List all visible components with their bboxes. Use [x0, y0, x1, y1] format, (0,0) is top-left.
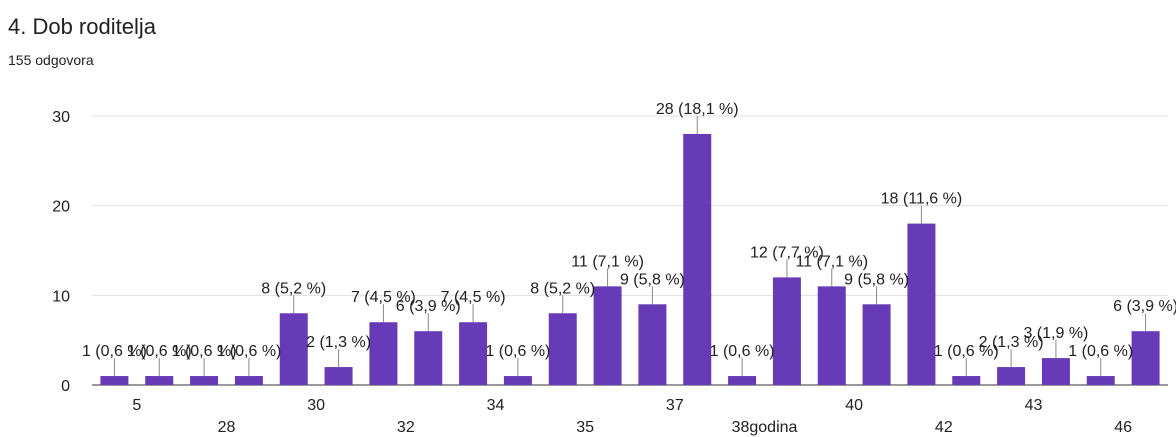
y-tick-label: 20 [52, 199, 70, 216]
data-label: 9 (5,8 %) [844, 271, 909, 288]
x-tick-label: 28 [218, 419, 236, 436]
bar [638, 304, 667, 385]
x-tick-label: 40 [845, 397, 863, 414]
data-label: 28 (18,1 %) [656, 101, 739, 118]
bar [1086, 376, 1115, 385]
data-label: 2 (1,3 %) [306, 334, 371, 351]
bars [100, 133, 1160, 385]
gridlines [92, 115, 1168, 386]
data-label: 1 (0,6 %) [934, 343, 999, 360]
data-label: 18 (11,6 %) [881, 191, 963, 208]
data-label: 1 (0,6 %) [710, 343, 775, 360]
bar [952, 376, 981, 385]
data-label: 1 (0,6 %) [127, 343, 192, 360]
y-tick-label: 10 [52, 288, 70, 305]
chart-title: 4. Dob roditelja [8, 14, 156, 39]
bar [234, 376, 263, 385]
data-label: 7 (4,5 %) [441, 289, 506, 306]
response-count: 155 odgovora [8, 52, 94, 68]
data-label: 11 (7,1 %) [795, 253, 868, 270]
x-tick-label: 46 [1114, 419, 1132, 436]
data-label: 8 (5,2 %) [261, 280, 326, 297]
data-label: 1 (0,6 %) [82, 343, 147, 360]
data-label: 6 (3,9 %) [1113, 298, 1176, 315]
bar [324, 367, 353, 385]
bar [593, 286, 622, 385]
data-label: 11 (7,1 %) [571, 253, 644, 270]
x-tick-label: 35 [576, 419, 594, 436]
bar [548, 313, 577, 385]
y-axis-ticks: 0 10 20 30 [52, 109, 70, 395]
bar [100, 376, 129, 385]
data-label: 7 (4,5 %) [351, 289, 416, 306]
x-tick-label: 30 [307, 397, 325, 414]
bar [279, 313, 308, 385]
bar [190, 376, 219, 385]
data-label: 8 (5,2 %) [530, 280, 595, 297]
bar [817, 286, 846, 385]
data-label: 9 (5,8 %) [620, 271, 685, 288]
bar [145, 376, 174, 385]
x-tick-label: 37 [666, 397, 684, 414]
bar [997, 367, 1026, 385]
x-tick-label: 43 [1025, 397, 1043, 414]
bar [907, 223, 936, 385]
x-tick-label: 38godina [732, 419, 798, 436]
bar [772, 277, 801, 385]
data-label: 1 (0,6 %) [172, 343, 237, 360]
x-tick-label: 32 [397, 419, 415, 436]
bar [728, 376, 757, 385]
x-axis-ticks: 5 28 30 32 34 35 37 38godina 40 42 43 46 [132, 397, 1132, 436]
data-label: 12 (7,7 %) [750, 244, 824, 261]
bar [862, 304, 891, 385]
data-label: 2 (1,3 %) [979, 334, 1044, 351]
x-tick-label: 42 [935, 419, 953, 436]
bar [1041, 358, 1070, 385]
bar [369, 322, 398, 385]
data-labels: 1 (0,6 %)1 (0,6 %)1 (0,6 %)1 (0,6 %)8 (5… [82, 101, 1176, 377]
y-tick-label: 30 [52, 109, 70, 126]
bar [1131, 331, 1160, 385]
x-tick-label: 34 [487, 397, 505, 414]
data-label: 1 (0,6 %) [1068, 343, 1133, 360]
data-label: 6 (3,9 %) [396, 298, 461, 315]
data-label: 1 (0,6 %) [216, 343, 281, 360]
x-tick-label: 5 [132, 397, 141, 414]
bar [459, 322, 488, 385]
data-label: 1 (0,6 %) [485, 343, 550, 360]
data-label: 3 (1,9 %) [1023, 325, 1088, 342]
bar [683, 133, 712, 385]
y-tick-label: 0 [61, 378, 70, 395]
bar [503, 376, 532, 385]
bar [414, 331, 443, 385]
